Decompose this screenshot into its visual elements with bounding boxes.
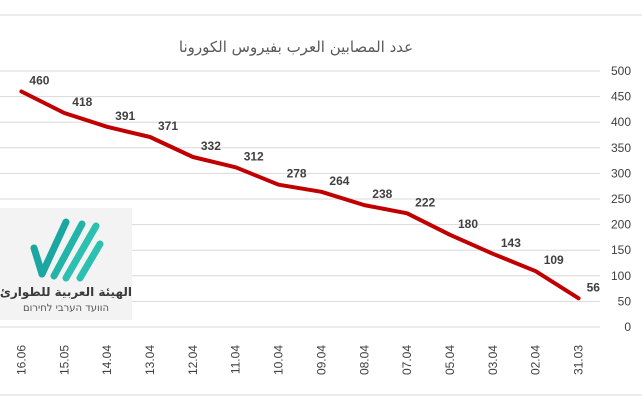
logo: الهيئة العربية للطوارئ הוועד הערבי לחירו…	[0, 208, 132, 320]
y-tick-label: 200	[611, 218, 631, 232]
data-label: 391	[115, 109, 135, 123]
x-tick-label: 05.04	[443, 345, 457, 375]
series-line	[19, 89, 581, 301]
chart-title: عدد المصابين العرب بفيروس الكورونا	[179, 38, 413, 56]
x-tick-label: 09.04	[314, 345, 328, 375]
data-label: 312	[244, 149, 264, 163]
y-tick-label: 0	[624, 320, 631, 334]
data-label: 418	[72, 95, 92, 109]
x-tick-label: 12.04	[186, 345, 200, 375]
x-tick-label: 14.04	[100, 345, 114, 375]
data-label: 278	[287, 167, 307, 181]
logo-mark-icon	[30, 218, 104, 282]
logo-name-arabic: الهيئة العربية للطوارئ	[0, 285, 132, 299]
data-label: 332	[201, 139, 221, 153]
data-label: 143	[501, 236, 521, 250]
y-axis: 0 50 100 150 200 250 300 350 400 450 500	[611, 64, 631, 334]
x-tick-label: 15.05	[57, 345, 71, 375]
y-tick-label: 450	[611, 90, 631, 104]
x-tick-label: 08.04	[357, 345, 371, 375]
data-label: 222	[415, 195, 435, 209]
x-tick-label: 16.06	[14, 345, 28, 375]
data-label: 238	[372, 187, 392, 201]
y-tick-label: 300	[611, 166, 631, 180]
data-label: 264	[329, 174, 349, 188]
x-tick-label: 10.04	[272, 345, 286, 375]
data-label: 56	[587, 280, 601, 294]
x-tick-label: 31.03	[572, 345, 586, 375]
y-tick-label: 250	[611, 192, 631, 206]
x-axis: 16.06 15.05 14.04 13.04 12.04 11.04 10.04 09.04…	[14, 345, 585, 375]
data-label: 460	[29, 73, 49, 87]
x-tick-label: 03.04	[486, 345, 500, 375]
y-tick-label: 150	[611, 243, 631, 257]
x-tick-label: 07.04	[400, 345, 414, 375]
x-tick-label: 13.04	[143, 345, 157, 375]
data-label: 180	[458, 217, 478, 231]
y-tick-label: 50	[618, 294, 632, 308]
y-tick-label: 100	[611, 269, 631, 283]
data-label: 371	[158, 119, 178, 133]
x-tick-label: 11.04	[229, 345, 243, 374]
data-labels: 460 418 391 371 332 312 278 264 238 222 180 143 109 5…	[29, 73, 600, 294]
y-tick-label: 500	[611, 64, 631, 78]
logo-name-hebrew: הוועד הערבי לחירום	[23, 303, 109, 314]
x-tick-label: 02.04	[529, 345, 543, 375]
data-label: 109	[544, 253, 564, 267]
y-tick-label: 350	[611, 141, 631, 155]
y-tick-label: 400	[611, 115, 631, 129]
